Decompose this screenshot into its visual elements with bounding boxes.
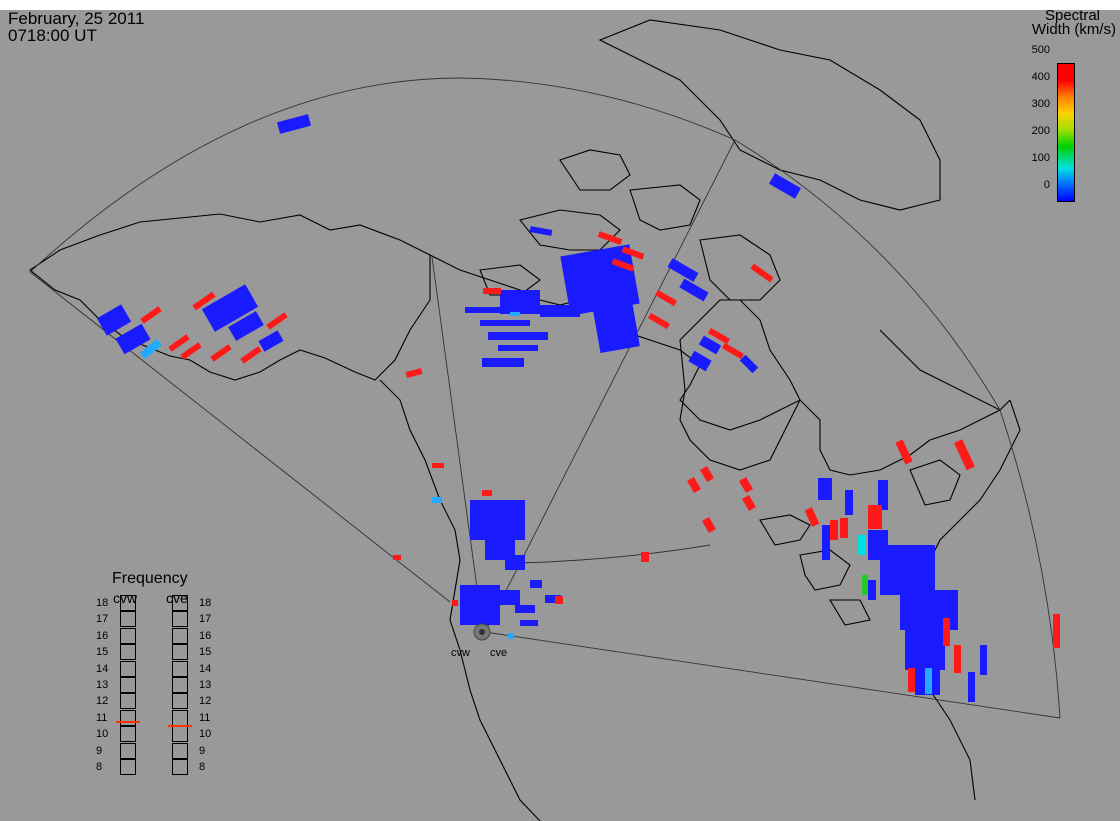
freq-col-cvw: cvw — [113, 590, 138, 606]
freq-tick-label: 16 — [199, 629, 212, 642]
freq-tick-label: 16 — [96, 629, 109, 642]
freq-cell — [120, 742, 136, 759]
freq-tick-label: 15 — [199, 646, 212, 659]
freq-tick-label: 9 — [199, 744, 206, 757]
freq-marker — [116, 721, 140, 724]
freq-cell — [120, 677, 136, 693]
frequency-title: Frequency — [112, 570, 188, 587]
radar-label-cvw: cvw — [451, 647, 470, 659]
freq-col-cve: cve — [166, 590, 188, 606]
map-svg — [29, 19, 1061, 821]
freq-tick-label: 17 — [199, 613, 212, 626]
freq-tick-label: 8 — [96, 761, 103, 773]
freq-cell — [172, 759, 188, 775]
radar-label-cve: cve — [490, 647, 508, 659]
radar-echoes-red — [140, 231, 1060, 692]
freq-tick-label: 18 — [96, 597, 109, 609]
colorbar-title-line1: Spectral — [1044, 10, 1100, 24]
freq-tick-label: 12 — [199, 695, 212, 708]
freq-cell — [172, 595, 188, 611]
freq-tick-label: 12 — [96, 695, 109, 708]
map-canvas: February, 25 2011 0718:00 UT Spectral Wi… — [0, 10, 1120, 821]
freq-tick-label: 9 — [96, 744, 103, 757]
colorbar-title-line2: Width (km/s) — [1031, 21, 1116, 38]
colorbar-tick: 500 — [1031, 44, 1050, 56]
freq-cell — [120, 611, 136, 628]
freq-tick-label: 18 — [199, 597, 212, 609]
colorbar-tick: 300 — [1031, 98, 1050, 110]
freq-cell — [120, 660, 136, 677]
freq-tick-label: 13 — [199, 679, 212, 691]
date-label: February, 25 2011 — [8, 10, 145, 28]
colorbar — [1057, 63, 1075, 202]
freq-cell — [120, 627, 136, 644]
freq-tick-label: 8 — [199, 761, 206, 773]
freq-tick-label: 11 — [96, 711, 108, 724]
freq-cell — [120, 644, 136, 661]
freq-cell — [172, 693, 188, 710]
radar-echoes-blue — [96, 114, 987, 702]
freq-tick-label: 11 — [199, 711, 211, 724]
freq-cell — [172, 709, 188, 726]
freq-marker — [168, 724, 192, 727]
fov-outline — [29, 77, 1061, 719]
freq-cell — [172, 627, 188, 644]
freq-cell — [120, 759, 136, 775]
freq-tick-label: 10 — [199, 728, 212, 741]
freq-cell — [120, 693, 136, 710]
freq-cell — [172, 660, 188, 677]
freq-tick-label: 14 — [96, 662, 109, 675]
freq-tick-label: 17 — [96, 613, 109, 626]
time-label: 0718:00 UT — [8, 26, 97, 45]
freq-cell — [172, 677, 188, 693]
radar-echoes-other — [140, 312, 932, 694]
freq-tick-label: 13 — [96, 679, 109, 691]
freq-cell — [172, 742, 188, 759]
freq-cell — [172, 611, 188, 628]
colorbar-tick: 100 — [1031, 152, 1050, 164]
freq-cell — [120, 726, 136, 743]
freq-cell — [172, 726, 188, 743]
colorbar-tick: 200 — [1031, 125, 1050, 137]
freq-cell — [120, 709, 136, 726]
freq-cell — [172, 644, 188, 661]
colorbar-tick: 0 — [1043, 179, 1050, 191]
freq-cell — [120, 595, 136, 611]
freq-tick-label: 14 — [199, 662, 212, 675]
freq-tick-label: 10 — [96, 728, 109, 741]
freq-tick-label: 15 — [96, 646, 109, 659]
colorbar-tick: 400 — [1031, 71, 1050, 83]
